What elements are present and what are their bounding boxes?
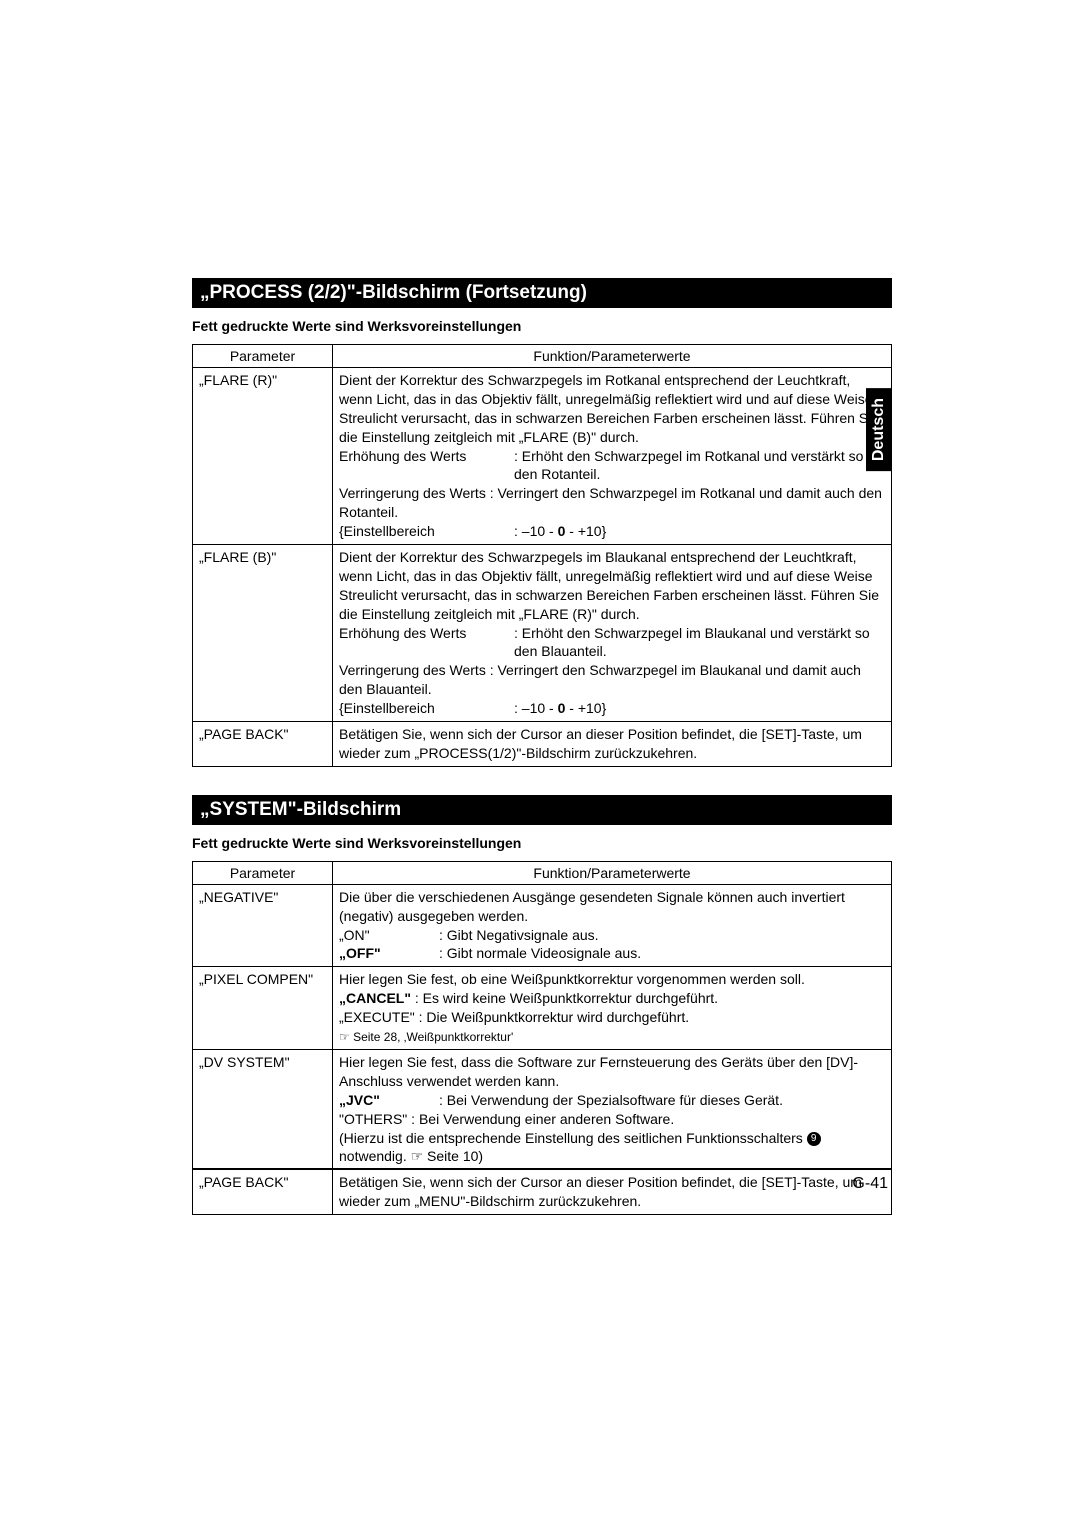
param-page-back: „PAGE BACK"	[193, 1170, 333, 1215]
desc-flare-b: Dient der Korrektur des Schwarzpegels im…	[333, 545, 892, 722]
section-note-system: Fett gedruckte Werte sind Werksvoreinste…	[192, 835, 892, 851]
footer-rule	[192, 1168, 892, 1169]
desc-page-back: Betätigen Sie, wenn sich der Cursor an d…	[333, 1170, 892, 1215]
language-tab: Deutsch	[866, 388, 892, 471]
table-row: „FLARE (B)" Dient der Korrektur des Schw…	[193, 545, 892, 722]
page-number: G-41	[852, 1175, 888, 1193]
param-dv-system: „DV SYSTEM"	[193, 1049, 333, 1169]
system-table: Parameter Funktion/Parameterwerte „NEGAT…	[192, 861, 892, 1215]
table-row: „PIXEL COMPEN" Hier legen Sie fest, ob e…	[193, 967, 892, 1050]
section-note-process: Fett gedruckte Werte sind Werksvoreinste…	[192, 318, 892, 334]
table-row: „FLARE (R)" Dient der Korrektur des Schw…	[193, 368, 892, 545]
col-header-parameter: Parameter	[193, 861, 333, 884]
param-negative: „NEGATIVE"	[193, 884, 333, 967]
col-header-function: Funktion/Parameterwerte	[333, 345, 892, 368]
param-pixel-compen: „PIXEL COMPEN"	[193, 967, 333, 1050]
table-row: „PAGE BACK" Betätigen Sie, wenn sich der…	[193, 1170, 892, 1215]
section-header-system: „SYSTEM"-Bildschirm	[192, 795, 892, 825]
desc-flare-r: Dient der Korrektur des Schwarzpegels im…	[333, 368, 892, 545]
table-row: „NEGATIVE" Die über die verschiedenen Au…	[193, 884, 892, 967]
col-header-function: Funktion/Parameterwerte	[333, 861, 892, 884]
process-table: Parameter Funktion/Parameterwerte „FLARE…	[192, 344, 892, 767]
page-ref-icon: ☞ Seite 28, ‚Weißpunktkorrektur'	[339, 1029, 513, 1045]
table-row: „DV SYSTEM" Hier legen Sie fest, dass di…	[193, 1049, 892, 1169]
desc-dv-system: Hier legen Sie fest, dass die Software z…	[333, 1049, 892, 1169]
table-row: „PAGE BACK" Betätigen Sie, wenn sich der…	[193, 722, 892, 767]
param-flare-b: „FLARE (B)"	[193, 545, 333, 722]
section-header-process: „PROCESS (2/2)"-Bildschirm (Fortsetzung)	[192, 278, 892, 308]
page-content: „PROCESS (2/2)"-Bildschirm (Fortsetzung)…	[192, 278, 892, 1243]
desc-page-back: Betätigen Sie, wenn sich der Cursor an d…	[333, 722, 892, 767]
param-page-back: „PAGE BACK"	[193, 722, 333, 767]
param-flare-r: „FLARE (R)"	[193, 368, 333, 545]
desc-negative: Die über die verschiedenen Ausgänge gese…	[333, 884, 892, 967]
function-switch-number-icon: 9	[807, 1132, 821, 1146]
col-header-parameter: Parameter	[193, 345, 333, 368]
desc-pixel-compen: Hier legen Sie fest, ob eine Weißpunktko…	[333, 967, 892, 1050]
